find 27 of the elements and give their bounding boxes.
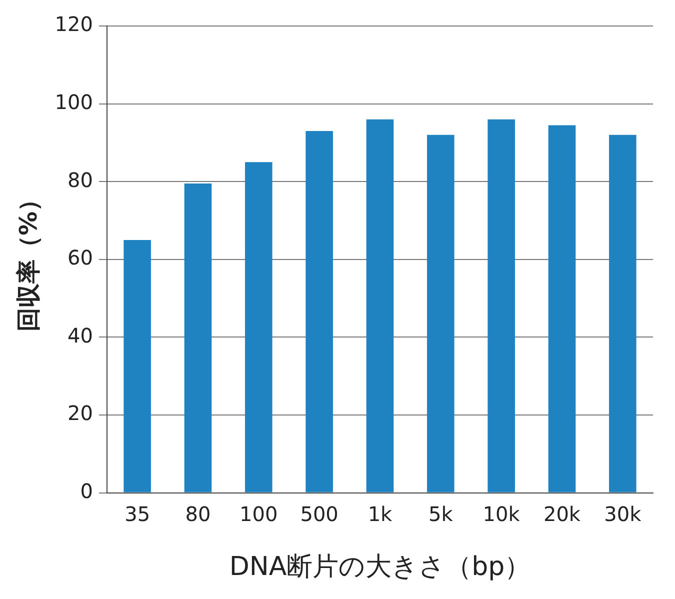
bar: [306, 131, 333, 492]
x-tick-label: 30k: [604, 502, 642, 526]
y-tick-label: 120: [54, 12, 93, 36]
x-tick-label: 35: [124, 502, 150, 526]
bar: [609, 134, 636, 492]
x-tick-label: 20k: [543, 502, 581, 526]
x-axis-title: DNA断片の大きさ（bp）: [229, 552, 531, 582]
bar: [548, 125, 576, 492]
x-tick-label: 1k: [368, 502, 393, 526]
x-tick-label: 100: [240, 502, 278, 526]
bar: [488, 119, 515, 492]
x-tick-label: 500: [300, 502, 338, 526]
x-tick-label: 80: [185, 502, 211, 526]
bar: [366, 119, 394, 492]
y-tick-label: 80: [68, 168, 93, 192]
bar: [124, 240, 151, 492]
y-tick-label: 100: [54, 90, 93, 114]
x-tick-label: 10k: [482, 502, 520, 526]
y-axis-title: 回収率（%）: [14, 187, 43, 332]
y-tick-label: 60: [68, 246, 93, 270]
bar: [427, 134, 454, 492]
y-tick-label: 40: [68, 323, 93, 348]
x-tick-label: 5k: [428, 502, 454, 526]
bar: [184, 184, 212, 492]
bar: [244, 162, 272, 492]
y-tick-label: 0: [80, 479, 93, 504]
y-tick-label: 20: [68, 401, 93, 426]
